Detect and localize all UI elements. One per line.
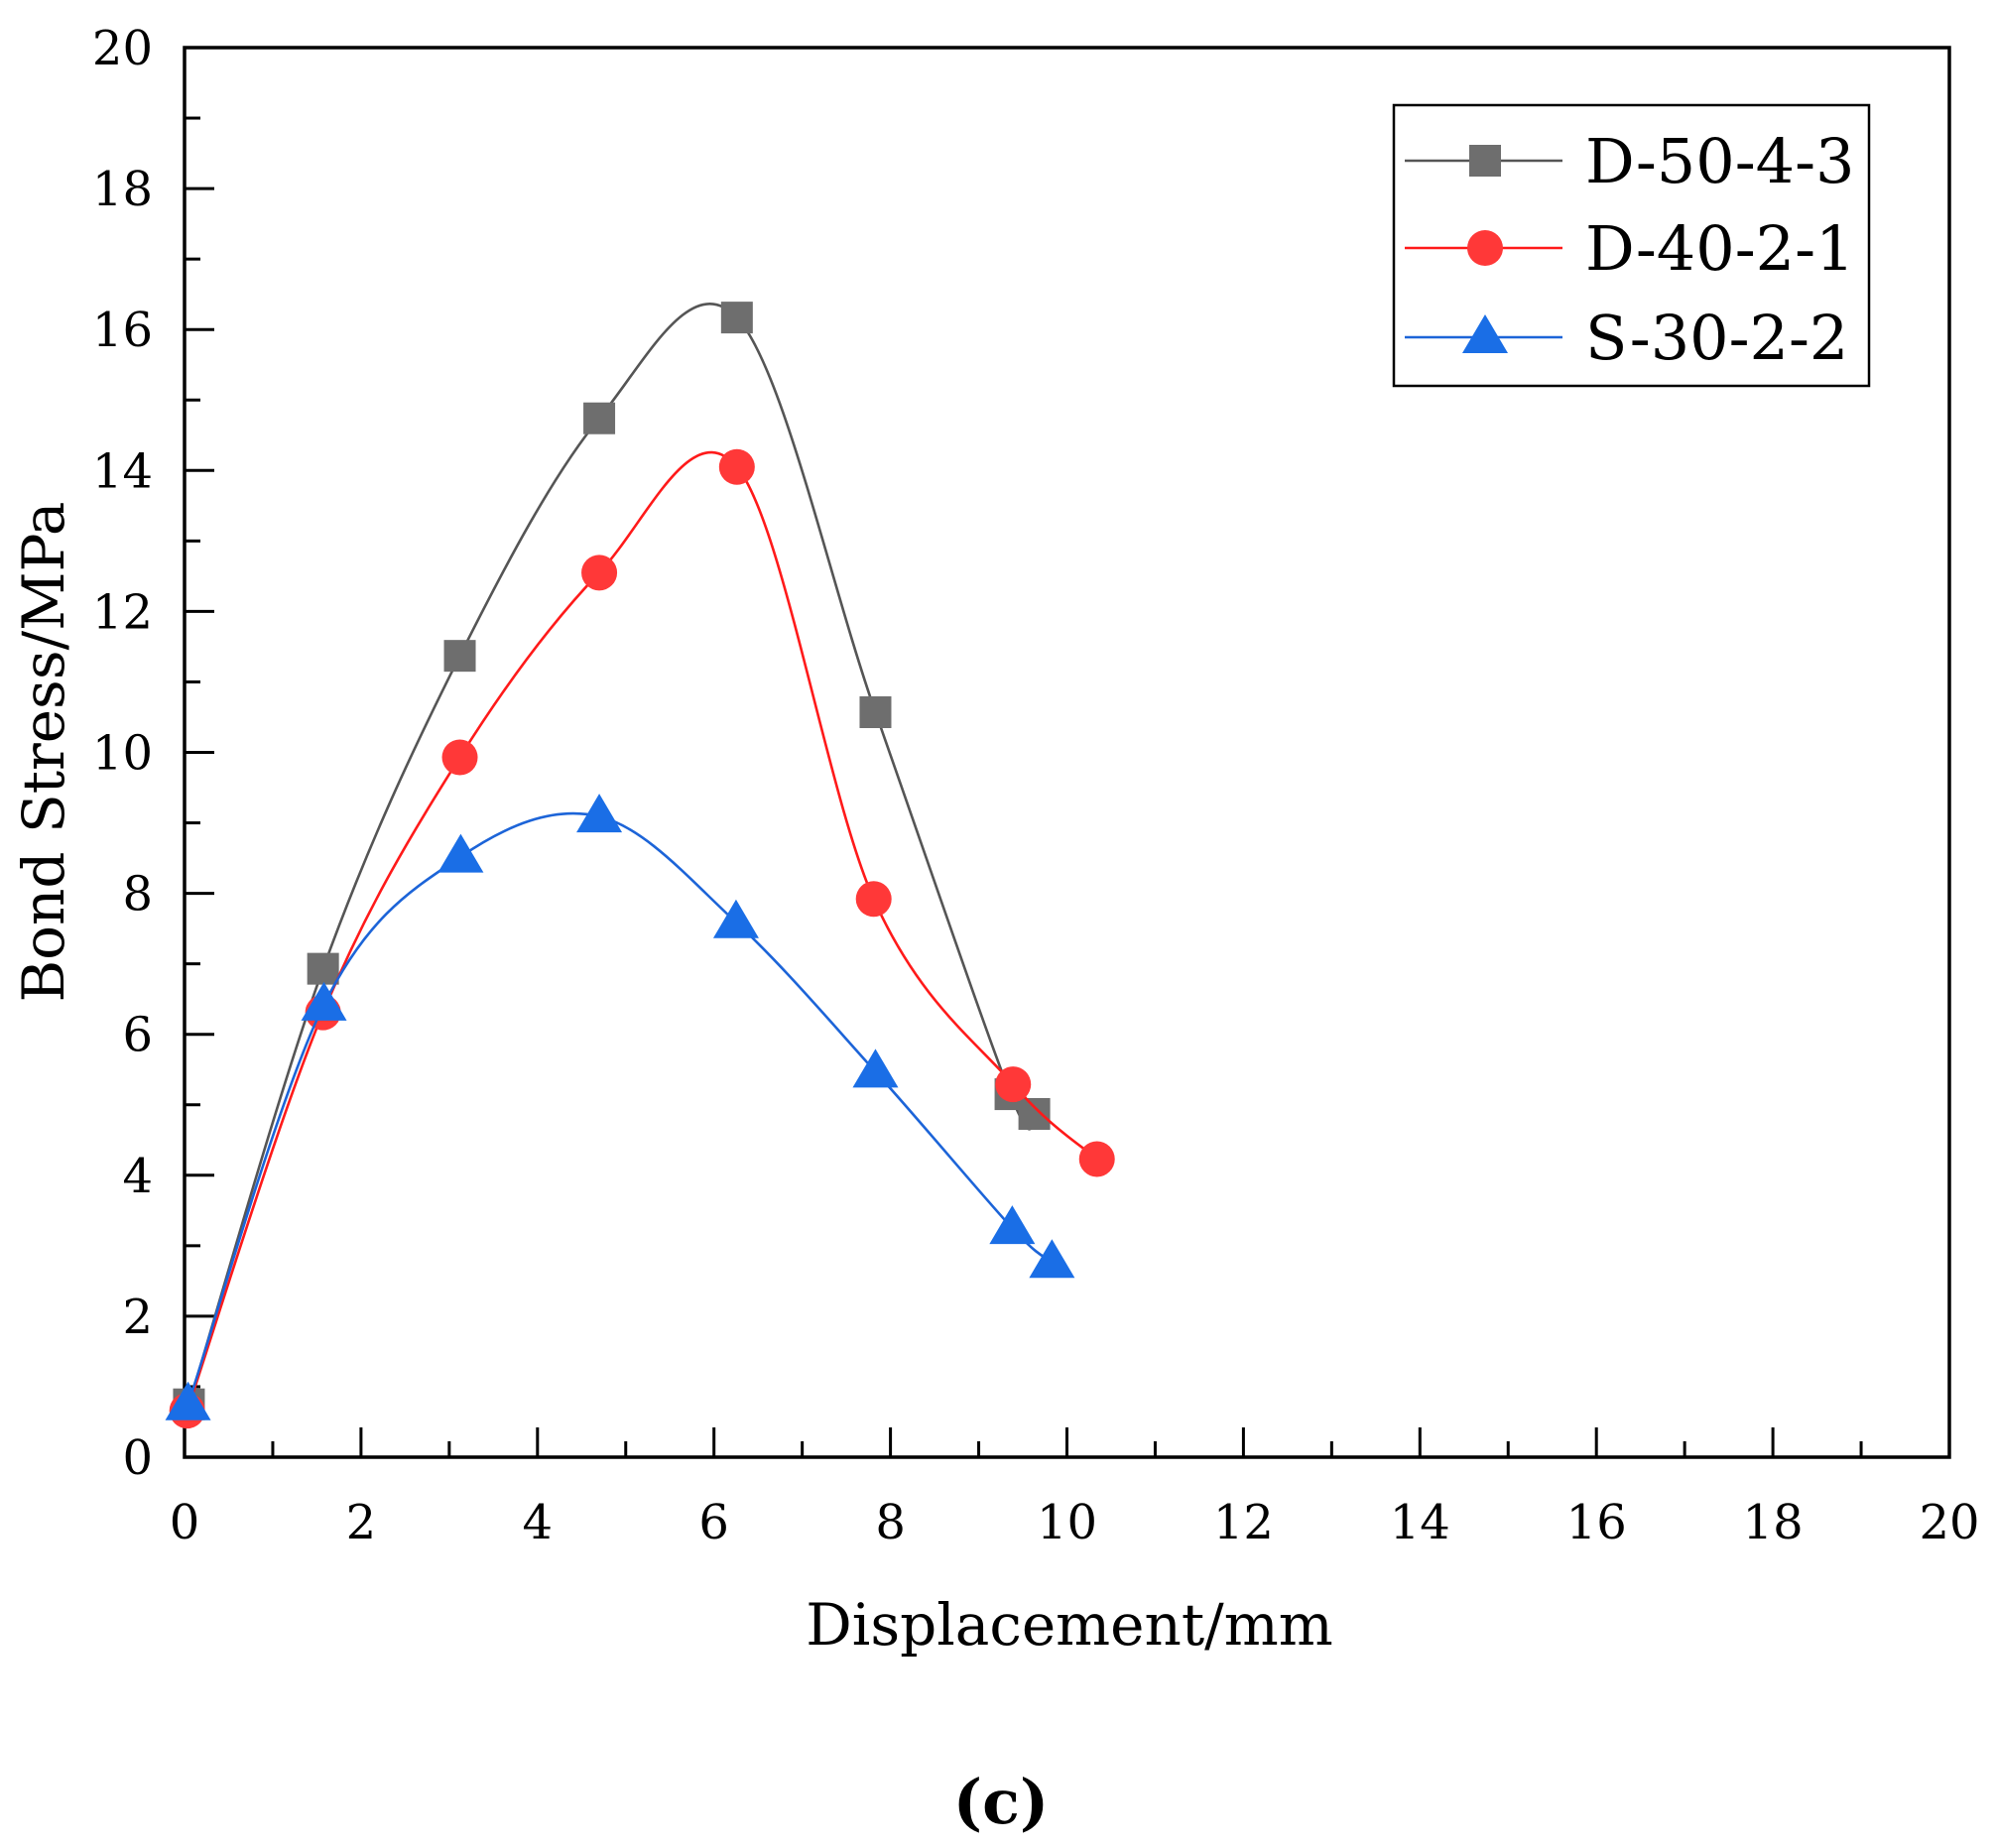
- legend-marker-s-30-2-2: [1462, 314, 1508, 353]
- y-tick-label: 0: [122, 1430, 153, 1486]
- legend-entry-d-40-2-1: D-40-2-1: [1405, 212, 1855, 285]
- data-point-d-40-2-1: [855, 881, 892, 918]
- data-point-d-50-4-3: [583, 402, 616, 434]
- x-axis-label: Displacement/mm: [806, 1591, 1332, 1659]
- legend-entry-d-50-4-3: D-50-4-3: [1405, 125, 1855, 197]
- y-tick-label: 2: [122, 1290, 153, 1345]
- series-s-30-2-2: [165, 794, 1075, 1420]
- x-tick-label: 20: [1919, 1495, 1979, 1550]
- y-tick-label: 12: [92, 584, 153, 640]
- data-point-d-50-4-3: [720, 302, 753, 334]
- data-point-s-30-2-2: [712, 899, 759, 938]
- y-tick-label: 10: [92, 726, 153, 782]
- legend-entry-s-30-2-2: S-30-2-2: [1405, 302, 1848, 374]
- legend-marker-d-40-2-1: [1467, 230, 1503, 266]
- data-point-d-40-2-1: [718, 448, 755, 485]
- data-point-d-40-2-1: [581, 554, 618, 591]
- data-point-d-40-2-1: [441, 739, 478, 776]
- x-tick-label: 16: [1566, 1495, 1627, 1550]
- data-point-s-30-2-2: [576, 794, 623, 833]
- legend: D-50-4-3 D-40-2-1 S-30-2-2: [1392, 103, 1871, 388]
- data-point-s-30-2-2: [852, 1048, 899, 1088]
- x-tick-label: 10: [1037, 1495, 1097, 1550]
- legend-label-d-40-2-1: D-40-2-1: [1585, 212, 1855, 285]
- data-point-s-30-2-2: [437, 833, 484, 873]
- x-tick-label: 6: [698, 1495, 729, 1550]
- y-axis-label: Bond Stress/MPa: [10, 501, 77, 1002]
- y-tick-label: 18: [92, 162, 153, 217]
- y-tick-label: 16: [92, 303, 153, 358]
- data-point-d-50-4-3: [443, 640, 476, 673]
- panel-label: (c): [953, 1766, 1049, 1838]
- axis-ticks: 0 2 4 6 8 10 12 14 16 18 20 0 2 4 6 8 10 12 14 16 18 20: [92, 21, 1980, 1550]
- data-point-s-30-2-2: [989, 1205, 1036, 1245]
- data-point-d-50-4-3: [859, 696, 892, 729]
- x-tick-label: 2: [346, 1495, 377, 1550]
- data-point-d-40-2-1: [995, 1066, 1032, 1103]
- data-point-s-30-2-2: [165, 1381, 211, 1420]
- data-point-d-50-4-3: [307, 952, 339, 985]
- y-tick-label: 14: [92, 443, 153, 499]
- x-tick-label: 0: [170, 1495, 200, 1550]
- data-point-s-30-2-2: [1029, 1239, 1075, 1279]
- legend-marker-d-50-4-3: [1469, 145, 1501, 177]
- y-tick-label: 8: [122, 867, 153, 923]
- y-tick-label: 4: [122, 1149, 153, 1204]
- y-tick-label: 20: [92, 21, 153, 76]
- plot-frame: [183, 46, 1951, 1459]
- series-layer: [165, 302, 1115, 1429]
- x-tick-label: 12: [1213, 1495, 1274, 1550]
- x-tick-label: 18: [1743, 1495, 1804, 1550]
- data-point-d-40-2-1: [1078, 1141, 1115, 1177]
- legend-label-d-50-4-3: D-50-4-3: [1585, 125, 1855, 197]
- data-point-d-50-4-3: [1018, 1097, 1051, 1130]
- x-tick-label: 4: [523, 1495, 554, 1550]
- data-point-s-30-2-2: [301, 981, 347, 1021]
- y-tick-label: 6: [122, 1008, 153, 1063]
- legend-label-s-30-2-2: S-30-2-2: [1585, 302, 1848, 374]
- x-tick-label: 14: [1390, 1495, 1450, 1550]
- x-tick-label: 8: [875, 1495, 906, 1550]
